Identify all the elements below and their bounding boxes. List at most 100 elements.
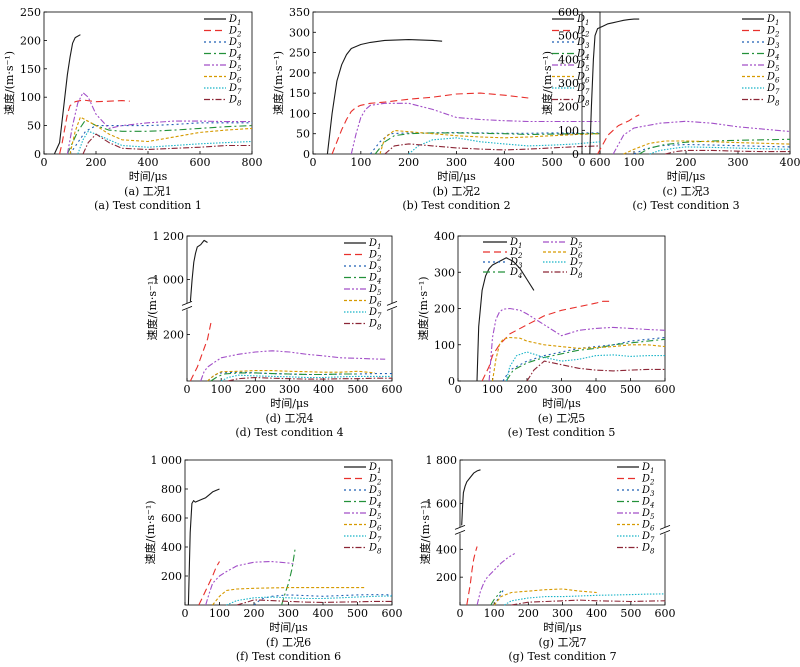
series-line-d6	[69, 116, 253, 155]
series-line-d7	[226, 595, 393, 606]
x-tick-label: 0	[41, 156, 48, 169]
series-line-d8	[665, 149, 790, 155]
y-tick-label: 0	[34, 148, 41, 161]
legend-label-d4: D4	[368, 497, 382, 510]
x-tick-label: 100	[209, 607, 230, 620]
axis-break-gap	[387, 303, 397, 310]
plot-frame	[186, 235, 393, 382]
chart-panel-6: 0 100 200 300 400 500 600 200 400 600 800 1 000 D1D2…	[143, 454, 403, 663]
x-tick-label: 400	[313, 607, 334, 620]
x-tick-label: 0	[455, 383, 462, 396]
legend-label-d1: D1	[368, 238, 382, 251]
series-line-d8	[384, 143, 601, 155]
legend-label-d6: D6	[641, 520, 655, 533]
y-tick-label: 150	[289, 87, 310, 100]
legend-label-d2: D2	[368, 474, 382, 487]
series-line-d2	[481, 300, 610, 382]
legend-label-d1: D1	[641, 462, 655, 475]
series-line-d6	[623, 140, 791, 155]
legend-label-d2: D2	[576, 26, 590, 39]
legend-label-d4: D4	[576, 49, 590, 62]
series-line-d7	[408, 137, 601, 155]
x-axis-title: 时间/μs	[129, 170, 168, 183]
series-line-d1	[187, 488, 220, 606]
series-line-d4	[374, 132, 600, 155]
legend-label-d6: D6	[569, 247, 583, 260]
series-line-d1	[476, 257, 535, 382]
y-tick-label: 200	[436, 571, 457, 584]
caption-cn: (a) 工况1	[124, 185, 172, 198]
legend-label-d3: D3	[576, 37, 590, 50]
axis-break-mark	[386, 306, 398, 311]
x-tick-label: 0	[457, 607, 464, 620]
y-tick-label: 1 000	[151, 454, 183, 467]
plot-frame	[459, 459, 666, 606]
caption-en: (f) Test condition 6	[236, 650, 341, 663]
y-tick-label: 600	[161, 512, 182, 525]
y-axis-title: 速度/(m·s⁻¹)	[540, 51, 554, 115]
x-tick-label: 600	[382, 383, 403, 396]
legend-label-d4: D4	[228, 49, 242, 62]
series-line-d8	[236, 599, 392, 606]
y-tick-label: 1 600	[426, 498, 458, 511]
series-line-d6	[491, 336, 666, 382]
y-axis-title: 速度/(m·s⁻¹)	[2, 51, 16, 115]
series-line-d4	[490, 590, 502, 606]
legend-label-d2: D2	[228, 26, 242, 39]
x-tick-label: 400	[138, 156, 159, 169]
x-tick-label: 500	[542, 156, 563, 169]
y-tick-label: 350	[289, 6, 310, 19]
legend-label-d3: D3	[641, 485, 655, 498]
x-tick-label: 300	[728, 156, 749, 169]
y-tick-label: 0	[572, 148, 579, 161]
axis-break-mark	[181, 301, 193, 306]
series-line-d4	[281, 546, 296, 606]
axis-break-gap	[182, 303, 192, 310]
x-axis-title: 时间/μs	[437, 170, 476, 183]
y-tick-label: 400	[558, 53, 579, 66]
legend-label-d2: D2	[368, 250, 382, 263]
caption-en: (e) Test condition 5	[508, 426, 616, 439]
caption-cn: (e) 工况5	[538, 412, 586, 425]
x-tick-label: 200	[676, 156, 697, 169]
legend-label-d7: D7	[228, 83, 242, 96]
legend-label-d1: D1	[368, 462, 382, 475]
x-axis-title: 时间/μs	[667, 170, 706, 183]
caption-cn: (f) 工况6	[266, 636, 311, 649]
legend-label-d5: D5	[641, 508, 655, 521]
y-tick-label: 200	[558, 101, 579, 114]
x-tick-label: 0	[579, 156, 586, 169]
chart-panel-5: 0 100 200 300 400 500 600 0 100 200 300 400 D1D2D3D4…	[416, 230, 676, 439]
x-axis-title: 时间/μs	[269, 621, 308, 634]
x-tick-label: 500	[347, 607, 368, 620]
series-line-d2	[331, 92, 529, 155]
y-tick-label: 400	[161, 541, 182, 554]
legend-label-d5: D5	[569, 237, 583, 250]
y-tick-label: 0	[448, 375, 455, 388]
series-line-d4	[210, 372, 358, 382]
y-tick-label: 1 000	[153, 274, 185, 287]
y-tick-label: 250	[20, 6, 41, 19]
legend-label-d7: D7	[641, 531, 655, 544]
legend-label-d6: D6	[766, 72, 780, 85]
x-tick-label: 100	[482, 383, 503, 396]
y-axis-title: 速度/(m·s⁻¹)	[145, 276, 159, 340]
y-tick-label: 400	[434, 230, 455, 243]
series-line-d7	[220, 374, 392, 382]
x-tick-label: 300	[279, 383, 300, 396]
y-tick-label: 50	[27, 120, 41, 133]
legend-label-d6: D6	[576, 72, 590, 85]
x-tick-label: 100	[624, 156, 645, 169]
series-line-d5	[205, 560, 296, 606]
legend-label-d1: D1	[766, 14, 780, 27]
legend-label-d7: D7	[368, 531, 382, 544]
chart-panel-2: 0 100 200 300 400 500 600 0 50 100 150 200 250 300 350…	[271, 6, 611, 212]
plot-frame	[184, 459, 393, 606]
series-line-d6	[493, 588, 597, 606]
y-tick-label: 50	[296, 128, 310, 141]
legend-label-d7: D7	[576, 83, 590, 96]
series-line-d5	[350, 102, 600, 155]
x-axis-title: 时间/μs	[542, 397, 581, 410]
